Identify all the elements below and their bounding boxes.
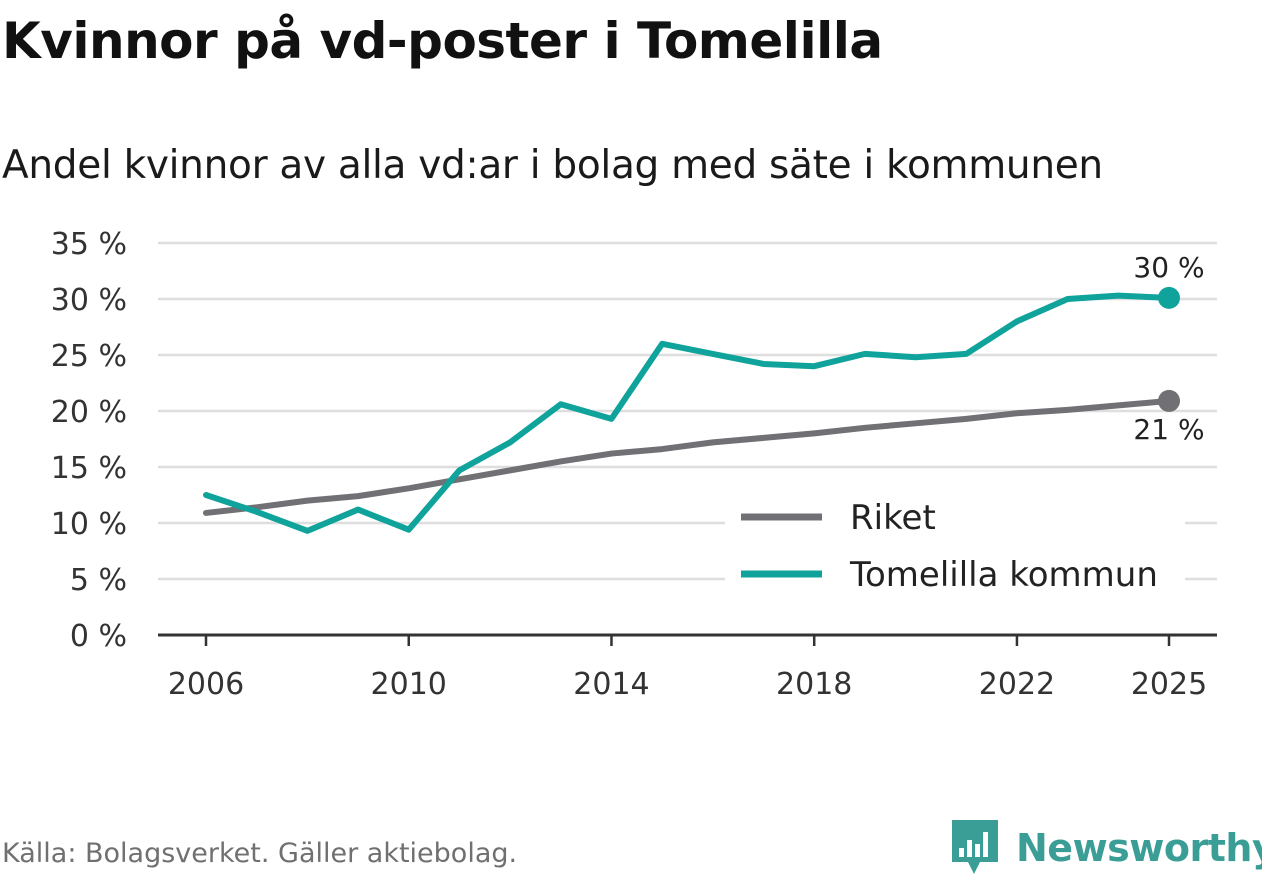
legend: Riket Tomelilla kommun	[725, 492, 1185, 602]
x-axis: 2006 2010 2014 2018 2022 2025	[158, 633, 1217, 702]
y-tick-label: 30 %	[51, 283, 127, 318]
x-tick-label: 2025	[1131, 667, 1207, 702]
series-lines	[203, 286, 1180, 534]
x-tick-label: 2022	[979, 667, 1055, 702]
y-tick-label: 25 %	[51, 339, 127, 374]
brand-logo[interactable]: Newsworthy	[950, 818, 1262, 878]
y-tick-label: 0 %	[70, 619, 127, 654]
y-tick-label: 5 %	[70, 563, 127, 598]
chart-title: Kvinnor på vd-poster i Tomelilla	[2, 12, 883, 70]
legend-background	[725, 492, 1185, 602]
x-tick-label: 2010	[371, 667, 447, 702]
data-point-tomelilla-2025	[1158, 286, 1180, 309]
chart-subtitle: Andel kvinnor av alla vd:ar i bolag med …	[2, 143, 1103, 188]
brand-name: Newsworthy	[1016, 826, 1262, 870]
end-labels: 21 % 30 %	[1133, 251, 1204, 446]
data-point-riket-2025	[1158, 389, 1180, 412]
y-tick-label: 35 %	[51, 227, 127, 262]
x-tick-label: 2006	[168, 667, 244, 702]
series-line-tomelilla	[203, 292, 1172, 534]
y-tick-label: 15 %	[51, 451, 127, 486]
y-tick-label: 10 %	[51, 507, 127, 542]
end-label-riket: 21 %	[1133, 413, 1204, 446]
series-line-riket	[203, 397, 1172, 516]
y-tick-label: 20 %	[51, 395, 127, 430]
end-label-tomelilla: 30 %	[1133, 251, 1204, 284]
y-axis: 0 % 5 % 10 % 15 % 20 % 25 % 30 % 35 %	[51, 227, 127, 654]
legend-label-tomelilla: Tomelilla kommun	[849, 555, 1158, 595]
legend-label-riket: Riket	[850, 498, 936, 538]
source-note: Källa: Bolagsverket. Gäller aktiebolag.	[2, 838, 518, 869]
x-tick-label: 2018	[776, 667, 852, 702]
x-tick-label: 2014	[573, 667, 649, 702]
newsworthy-logo-icon	[952, 820, 998, 874]
